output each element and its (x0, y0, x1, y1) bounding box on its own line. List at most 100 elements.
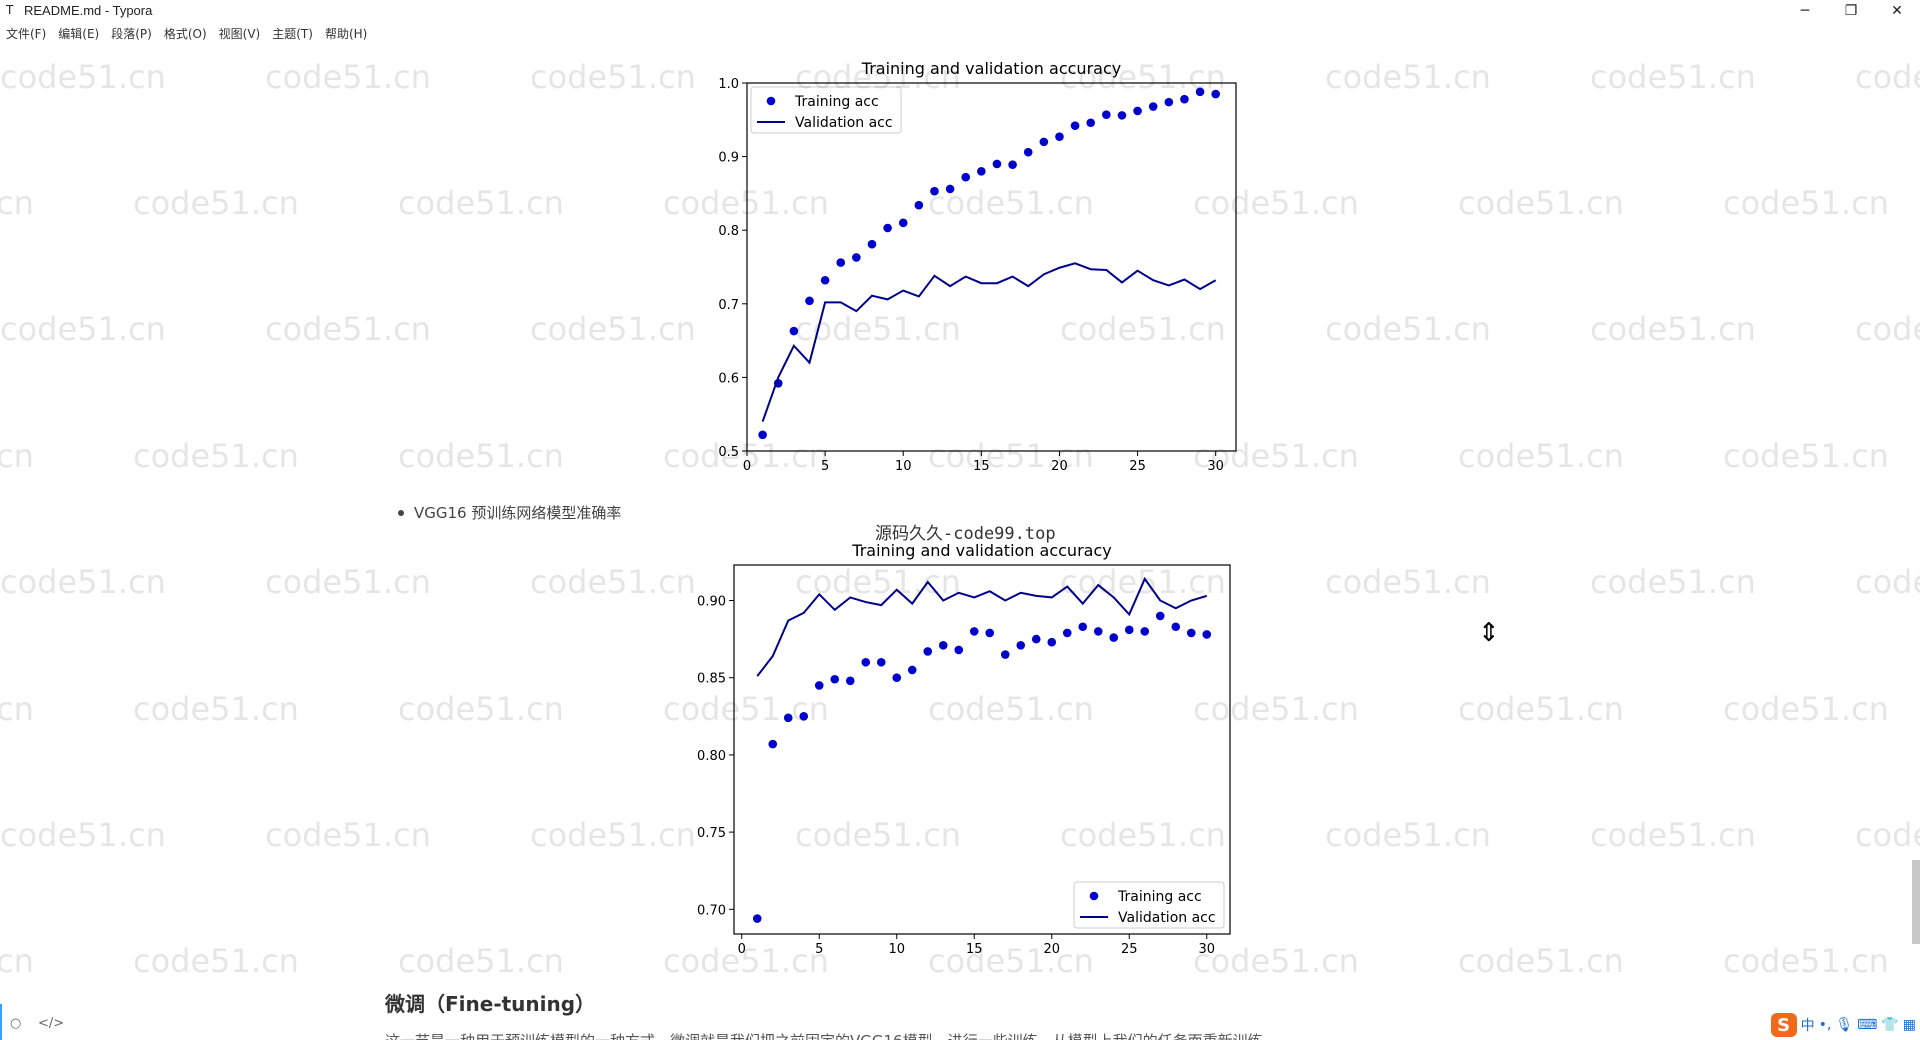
ime-keyboard-icon[interactable]: ⌨ (1857, 1017, 1878, 1033)
x-tick-label: 25 (1129, 459, 1146, 474)
training-acc-point (867, 239, 877, 249)
training-acc-point (1180, 94, 1189, 104)
training-acc-point (1016, 640, 1026, 650)
training-acc-point (1133, 106, 1142, 116)
outline-toggle-icon[interactable]: ○ (10, 1016, 22, 1031)
x-tick-label: 30 (1198, 942, 1215, 957)
training-acc-point (861, 657, 871, 667)
y-tick-label: 0.80 (697, 749, 726, 764)
training-acc-point (1078, 622, 1088, 632)
x-tick-label: 10 (895, 459, 912, 474)
training-acc-point (814, 681, 824, 690)
menu-bar: 文件(F) 编辑(E) 段落(P) 格式(O) 视图(V) 主题(T) 帮助(H… (0, 22, 373, 46)
training-acc-point (876, 657, 886, 667)
bullet-text: VGG16 预训练网络模型准确率 (414, 504, 622, 522)
x-tick-label: 25 (1121, 942, 1138, 957)
plot-frame (746, 82, 1237, 452)
menu-view[interactable]: 视图(V) (218, 27, 261, 41)
ime-toolbox-icon[interactable]: ▦ (1902, 1017, 1916, 1033)
training-acc-point (969, 627, 979, 636)
training-acc-point (1202, 630, 1212, 639)
y-tick-label: 0.7 (718, 298, 739, 313)
training-acc-point (977, 167, 986, 176)
training-acc-point (961, 172, 971, 182)
paragraph-text: 这一节是一种用于预训练模型的一种方式，微调就是我们把之前固定的VGG16模型，进… (385, 1030, 1385, 1040)
training-acc-point (1000, 650, 1010, 659)
legend-label: Training acc (794, 94, 879, 110)
training-acc-point (758, 430, 767, 440)
restore-button[interactable]: ❐ (1844, 3, 1858, 19)
training-acc-point (1171, 622, 1181, 632)
y-tick-label: 0.6 (718, 371, 739, 386)
menu-paragraph[interactable]: 段落(P) (111, 27, 152, 41)
y-tick-label: 0.85 (697, 672, 726, 687)
scrollbar-thumb[interactable] (1912, 860, 1920, 944)
training-acc-point (923, 647, 933, 656)
ime-skin-icon[interactable]: 👕 (1881, 1017, 1899, 1033)
training-acc-point (768, 739, 778, 749)
source-code-toggle-icon[interactable]: </> (38, 1016, 65, 1031)
training-acc-point (1117, 111, 1127, 120)
training-acc-point (1008, 160, 1017, 169)
training-acc-point (1070, 121, 1080, 130)
resize-cursor-icon: ⇕ (1478, 618, 1500, 648)
ime-microphone-icon[interactable]: 🎙 (1835, 1017, 1854, 1033)
minimize-button[interactable]: ─ (1800, 3, 1810, 19)
legend-label: Training acc (1117, 889, 1202, 905)
y-tick-label: 0.8 (718, 224, 739, 239)
legend-marker-dot (766, 96, 776, 106)
x-tick-label: 15 (973, 459, 990, 474)
ime-toolbar: S 中 •, 🎙 ⌨ 👕 ▦ (1770, 1012, 1916, 1038)
training-acc-point (783, 713, 793, 723)
training-acc-point (945, 184, 955, 194)
training-acc-point (1186, 628, 1196, 638)
ime-punctuation-icon[interactable]: •, (1818, 1017, 1832, 1033)
x-tick-label: 0 (738, 942, 746, 957)
x-tick-label: 5 (821, 459, 829, 474)
training-acc-point (892, 673, 902, 683)
training-acc-point (1211, 89, 1220, 99)
plot-frame (733, 564, 1231, 935)
training-acc-point (789, 326, 799, 336)
training-acc-point (1102, 110, 1111, 119)
training-acc-point (985, 628, 995, 638)
training-acc-point (836, 258, 846, 267)
training-acc-point (1039, 137, 1049, 147)
x-tick-label: 30 (1207, 459, 1224, 474)
ime-chinese-mode-icon[interactable]: 中 (1800, 1018, 1815, 1034)
typora-logo-icon: T (6, 3, 14, 17)
menu-format[interactable]: 格式(O) (163, 27, 207, 41)
training-acc-point (1140, 627, 1150, 636)
training-acc-point (830, 674, 840, 684)
y-tick-label: 1.0 (718, 77, 739, 92)
training-acc-point (1148, 102, 1158, 111)
training-acc-point (799, 712, 809, 721)
chart-title: Training and validation accuracy (851, 541, 1111, 560)
menu-file[interactable]: 文件(F) (6, 27, 47, 41)
training-acc-point (820, 275, 830, 285)
sogou-ime-icon[interactable]: S (1770, 1013, 1797, 1037)
training-acc-point (1047, 637, 1057, 647)
menu-edit[interactable]: 编辑(E) (58, 27, 100, 41)
training-acc-point (845, 676, 855, 686)
close-button[interactable]: ✕ (1891, 3, 1903, 19)
list-item: VGG16 预训练网络模型准确率 (398, 502, 621, 523)
x-tick-label: 20 (1051, 459, 1068, 474)
y-tick-label: 0.75 (697, 826, 726, 841)
left-accent-bar (0, 1004, 2, 1040)
menu-help[interactable]: 帮助(H) (324, 27, 368, 41)
chart-title: Training and validation accuracy (861, 59, 1121, 78)
menu-theme[interactable]: 主题(T) (272, 27, 313, 41)
training-acc-point (907, 665, 917, 675)
training-acc-point (1086, 118, 1096, 128)
training-acc-point (852, 253, 861, 262)
x-tick-label: 15 (966, 942, 983, 957)
training-acc-point (1055, 132, 1064, 142)
training-acc-point (1109, 633, 1119, 642)
x-tick-label: 0 (743, 459, 751, 474)
training-acc-point (1023, 147, 1033, 157)
training-acc-point (930, 186, 939, 196)
training-acc-point (1031, 634, 1041, 644)
legend-label: Validation acc (795, 115, 893, 131)
x-tick-label: 5 (815, 942, 823, 957)
